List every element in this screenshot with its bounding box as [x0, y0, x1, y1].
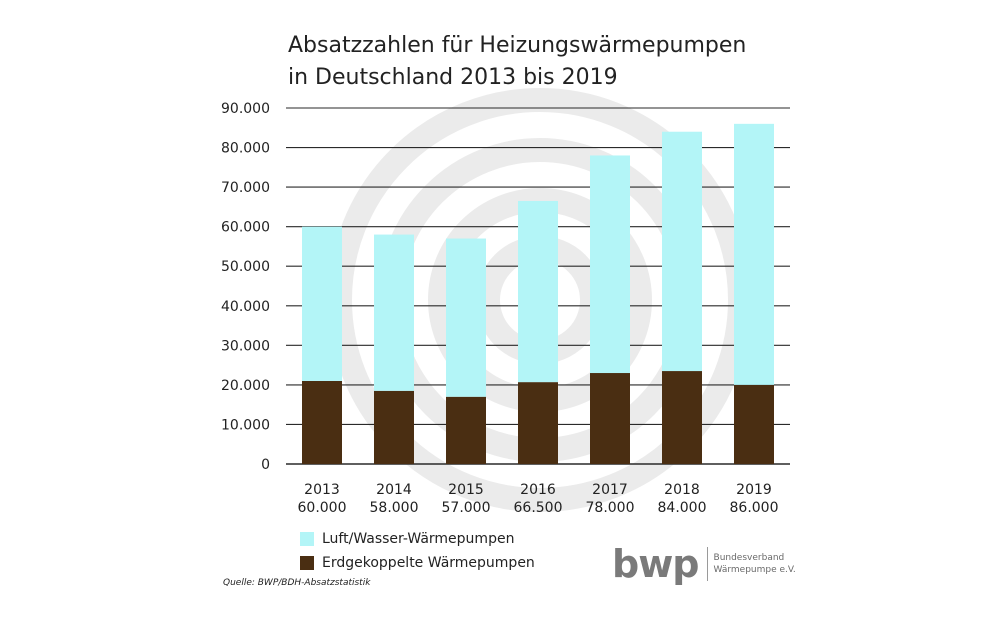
logo-text-line1: Bundesverband [713, 553, 785, 563]
bar-ground-2018 [662, 371, 702, 464]
x-tick-year: 2013 [304, 482, 340, 498]
bar-air-water-2017 [590, 155, 630, 374]
x-tick-total: 58.000 [370, 500, 419, 516]
x-tick-total: 78.000 [586, 500, 635, 516]
y-tick-label: 70.000 [221, 180, 270, 196]
source-note: Quelle: BWP/BDH-Absatzstatistik [223, 578, 371, 588]
bars [302, 123, 774, 464]
bar-ground-2013 [302, 380, 342, 464]
x-tick-total: 84.000 [658, 500, 707, 516]
x-axis-ticks: 2013 60.000 2014 58.000 2015 57.000 2016 66.500… [298, 482, 779, 516]
chart-title-line1: Absatzzahlen für Heizungswärmepumpen [288, 33, 747, 58]
x-tick-total: 86.000 [730, 500, 779, 516]
bar-ground-2019 [734, 384, 774, 464]
bar-air-water-2016 [518, 200, 558, 383]
x-tick-year: 2018 [664, 482, 700, 498]
x-tick-year: 2014 [376, 482, 412, 498]
bar-air-water-2015 [446, 238, 486, 397]
y-tick-label: 50.000 [221, 259, 270, 275]
legend-swatch-air-water [300, 532, 314, 546]
y-tick-label: 60.000 [221, 220, 270, 236]
y-tick-label: 20.000 [221, 378, 270, 394]
y-tick-label: 0 [261, 457, 270, 473]
bar-air-water-2019 [734, 123, 774, 385]
bar-air-water-2014 [374, 234, 414, 391]
x-tick-total: 57.000 [442, 500, 491, 516]
chart-title-line2: in Deutschland 2013 bis 2019 [288, 65, 618, 90]
bar-ground-2014 [374, 390, 414, 464]
legend-swatch-ground [300, 556, 314, 570]
x-tick-year: 2019 [736, 482, 772, 498]
bar-air-water-2018 [662, 131, 702, 372]
legend-item-ground: Erdgekoppelte Wärmepumpen [300, 551, 535, 575]
y-tick-label: 40.000 [221, 299, 270, 315]
y-axis-ticks: 0 10.000 20.000 30.000 40.000 50.000 60.000 70.… [221, 101, 270, 473]
y-tick-label: 90.000 [221, 101, 270, 117]
x-tick-year: 2016 [520, 482, 556, 498]
legend: Luft/Wasser-Wärmepumpen Erdgekoppelte Wä… [300, 527, 535, 575]
y-tick-label: 30.000 [221, 338, 270, 354]
legend-item-air-water: Luft/Wasser-Wärmepumpen [300, 527, 535, 551]
bar-ground-2016 [518, 382, 558, 464]
logo-text-line2: Wärmepumpe e.V. [713, 565, 796, 575]
bar-ground-2015 [446, 396, 486, 464]
logo-text: Bundesverband Wärmepumpe e.V. [714, 552, 796, 576]
logo-divider [706, 547, 708, 581]
bar-ground-2017 [590, 373, 630, 464]
y-tick-label: 80.000 [221, 141, 270, 157]
x-tick-total: 60.000 [298, 500, 347, 516]
x-tick-year: 2017 [592, 482, 628, 498]
bwp-logo: bwp Bundesverband Wärmepumpe e.V. [612, 544, 796, 584]
y-tick-label: 10.000 [221, 417, 270, 433]
legend-label-air-water: Luft/Wasser-Wärmepumpen [322, 531, 515, 547]
chart-title: Absatzzahlen für Heizungswärmepumpen in … [288, 30, 746, 94]
bar-air-water-2013 [302, 226, 342, 381]
x-tick-year: 2015 [448, 482, 484, 498]
legend-label-ground: Erdgekoppelte Wärmepumpen [322, 555, 535, 571]
x-tick-total: 66.500 [514, 500, 563, 516]
logo-mark: bwp [612, 542, 700, 586]
